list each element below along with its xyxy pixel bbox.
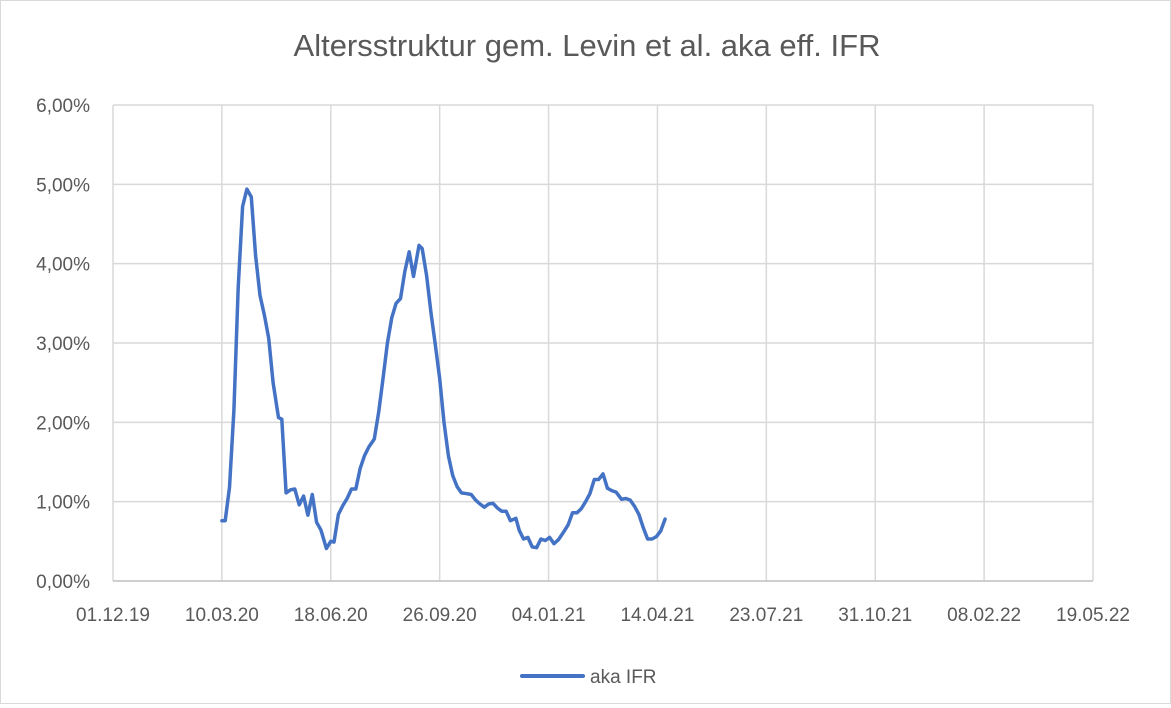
x-tick-label: 10.03.20 [185,605,259,626]
x-tick-label: 31.10.21 [838,605,912,626]
x-axis-tick-labels: 01.12.19 10.03.20 18.06.20 26.09.20 04.01.21… [76,605,1130,626]
grid [112,104,1094,581]
y-tick-label: 1,00% [36,493,90,514]
y-tick-label: 4,00% [36,255,90,276]
x-tick-label: 01.12.19 [76,605,150,626]
x-tick-label: 19.05.22 [1056,605,1130,626]
y-tick-label: 3,00% [36,334,90,355]
x-tick-label: 18.06.20 [294,605,368,626]
x-tick-label: 04.01.21 [512,605,586,626]
x-tick-label: 26.09.20 [403,605,477,626]
y-tick-label: 2,00% [36,413,90,434]
y-axis-tick-labels: 0,00% 1,00% 2,00% 3,00% 4,00% 5,00% 6,00% [36,96,90,593]
legend: aka IFR [520,667,657,688]
series-group [220,187,667,551]
x-tick-label: 08.02.22 [947,605,1021,626]
y-tick-label: 5,00% [36,175,90,196]
x-tick-label: 23.07.21 [729,605,803,626]
y-tick-label: 6,00% [36,96,90,117]
y-tick-label: 0,00% [36,572,90,593]
x-tick-label: 14.04.21 [620,605,694,626]
series-line-aka-ifr [220,187,667,551]
legend-label-aka-ifr: aka IFR [590,667,657,688]
chart-title: Altersstruktur gem. Levin et al. aka eff… [294,28,881,63]
